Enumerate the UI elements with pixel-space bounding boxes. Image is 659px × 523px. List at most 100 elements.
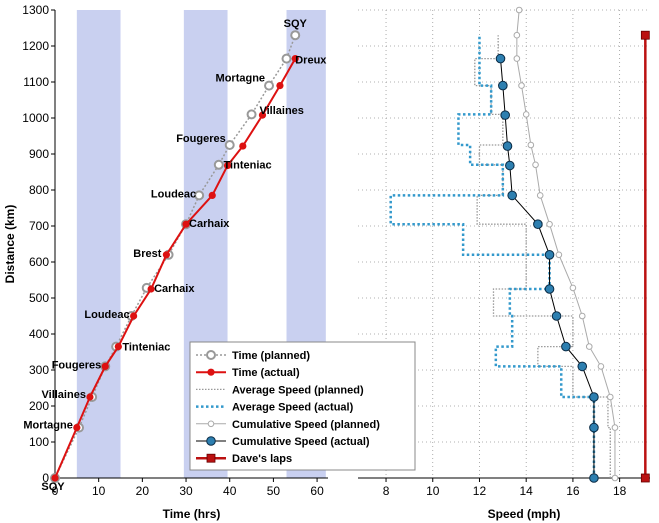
legend-entry-label: Cumulative Speed (planned) <box>232 419 380 431</box>
x-tick-label: 60 <box>310 484 324 498</box>
cum-speed-planned-point <box>578 312 586 320</box>
cum-speed-actual-point <box>561 341 571 352</box>
cum-speed-actual-point <box>505 160 515 171</box>
y-tick-label: 1000 <box>22 111 49 125</box>
cum-speed-actual-point <box>533 219 543 229</box>
time-actual-point <box>162 251 170 259</box>
x-tick-label: 10 <box>92 484 106 498</box>
legend-entry-label: Cumulative Speed (actual) <box>232 436 370 448</box>
cum-speed-actual-point <box>507 190 517 201</box>
cum-speed-actual-point <box>544 284 555 294</box>
town-label: Fougeres <box>52 359 102 371</box>
cum-speed-planned-point <box>518 82 525 89</box>
daves-laps-marker <box>640 30 650 40</box>
town-label: SQY <box>41 481 65 493</box>
cum-speed-planned-point <box>513 55 521 62</box>
town-label: Villaines <box>42 389 86 401</box>
legend-entry-label: Dave's laps <box>232 453 292 465</box>
cum-speed-planned-point <box>527 141 535 149</box>
town-label: Villaines <box>259 105 303 117</box>
legend-entry-label: Average Speed (planned) <box>232 384 364 396</box>
legend-swatch-marker <box>206 436 216 446</box>
night-band <box>76 10 121 478</box>
time-planned-point <box>213 159 224 170</box>
time-actual-point <box>86 393 94 401</box>
time-actual-point <box>73 424 81 432</box>
legend-entry-label: Time (actual) <box>232 367 300 379</box>
town-label: Carhaix <box>154 283 195 295</box>
x-tick-label: 50 <box>267 484 281 498</box>
cum-speed-planned-point <box>515 6 523 14</box>
cum-speed-actual-point <box>589 422 599 433</box>
cum-speed-planned-point <box>597 363 605 370</box>
town-label: Mortagne <box>216 73 266 85</box>
time-planned-point <box>224 140 235 150</box>
y-tick-label: 200 <box>29 399 49 413</box>
y-tick-label: 300 <box>29 363 49 377</box>
cum-speed-actual-point <box>498 80 508 91</box>
time-actual-point <box>291 55 299 63</box>
legend-entry-label: Time (planned) <box>232 350 310 362</box>
time-actual-point <box>208 191 216 199</box>
cum-speed-planned-point <box>536 192 544 199</box>
x-axis-title: Time (hrs) <box>163 507 221 521</box>
y-tick-label: 800 <box>29 183 49 197</box>
time-actual-point <box>51 474 59 482</box>
x-tick-label: 40 <box>223 484 237 498</box>
time-planned-point <box>290 30 301 41</box>
speed-tick-label: 10 <box>426 484 440 498</box>
legend-swatch-marker <box>207 368 215 376</box>
y-tick-label: 700 <box>29 219 49 233</box>
cum-speed-actual-point <box>544 250 555 260</box>
cum-speed-planned-point <box>513 31 521 39</box>
cum-speed-actual-line <box>499 58 595 478</box>
town-label: Dreux <box>295 55 327 67</box>
x-tick-label: 20 <box>136 484 150 498</box>
town-label: Carhaix <box>189 218 230 230</box>
y-tick-label: 600 <box>29 255 49 269</box>
cum-speed-actual-point <box>500 110 510 120</box>
cum-speed-planned-point <box>532 161 539 169</box>
time-actual-point <box>147 285 155 293</box>
y-tick-label: 500 <box>29 291 49 305</box>
time-planned-point <box>194 190 205 201</box>
cum-speed-planned-point <box>606 393 614 401</box>
cum-speed-planned-point <box>555 251 563 259</box>
cum-speed-planned-point <box>569 284 577 292</box>
cum-speed-planned-point <box>522 111 530 118</box>
y-tick-label: 100 <box>29 435 49 449</box>
legend-entry-label: Average Speed (actual) <box>232 402 354 414</box>
time-actual-point <box>130 312 138 320</box>
speed-tick-label: 14 <box>520 484 534 498</box>
time-actual-point <box>239 142 247 150</box>
cum-speed-actual-point <box>589 473 599 483</box>
town-label: Tinteniac <box>224 160 272 172</box>
legend-swatch-marker <box>207 420 215 428</box>
speed-tick-label: 12 <box>473 484 487 498</box>
town-label: SQY <box>284 18 308 30</box>
town-label: Loudeac <box>84 309 129 321</box>
cum-speed-actual-point <box>589 392 599 402</box>
time-actual-point <box>101 362 109 370</box>
legend-swatch-marker <box>206 350 216 360</box>
speed-axis-title: Speed (mph) <box>488 507 561 521</box>
speed-tick-label: 8 <box>383 484 390 498</box>
cum-speed-planned-line <box>516 9 616 478</box>
speed-tick-label: 16 <box>566 484 580 498</box>
town-label: Brest <box>133 248 161 260</box>
time-actual-point <box>223 161 232 170</box>
y-tick-label: 900 <box>29 147 49 161</box>
cum-speed-actual-point <box>502 141 513 151</box>
avg-speed-actual-line <box>389 35 596 478</box>
town-label: Fougeres <box>176 133 226 145</box>
x-tick-label: 0 <box>52 484 59 498</box>
town-label: Mortagne <box>23 420 73 432</box>
time-planned-point <box>246 109 257 120</box>
y-tick-label: 1200 <box>22 39 49 53</box>
cum-speed-planned-point <box>611 424 619 431</box>
legend-swatch-marker <box>206 453 216 463</box>
legend-box <box>189 341 416 471</box>
time-actual-point <box>182 220 190 228</box>
cum-speed-planned-point <box>546 220 553 228</box>
cum-speed-planned-point <box>585 343 593 350</box>
